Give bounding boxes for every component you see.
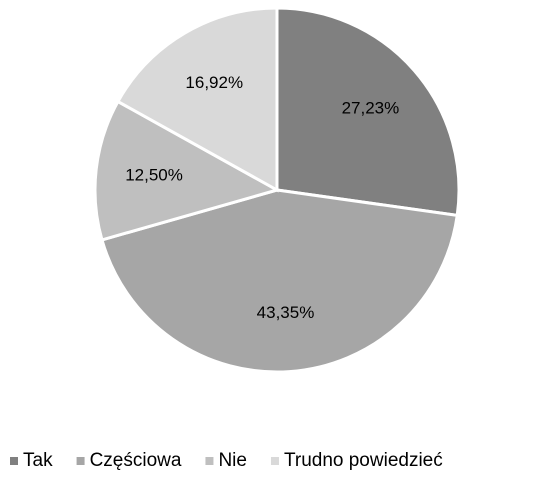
data-label: 12,50% (125, 165, 183, 184)
pie-slice (275, 6, 461, 218)
pie-slice (93, 99, 281, 242)
legend-label: Trudno powiedzieć (284, 450, 443, 471)
legend-marker (270, 457, 279, 465)
legend-label: Częściowa (90, 450, 182, 471)
data-label: 43,35% (257, 303, 315, 322)
pie-slice (115, 6, 279, 193)
legend-label: Nie (218, 450, 247, 471)
data-label: 16,92% (185, 73, 243, 92)
data-label: 27,23% (342, 98, 400, 117)
pie-slice (100, 188, 459, 374)
legend-marker (10, 457, 18, 465)
legend-label: Tak (23, 450, 53, 471)
legend-marker (76, 457, 85, 465)
legend-marker (205, 457, 214, 465)
